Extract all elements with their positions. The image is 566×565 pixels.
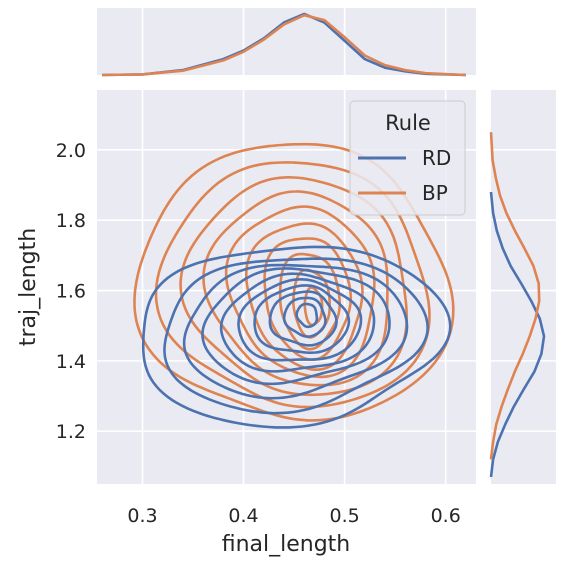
y-tick-label-3: 1.8: [56, 210, 86, 232]
rd-contour-3: [201, 267, 391, 386]
bp-contour-9: [303, 286, 324, 327]
rd-contour-9: [295, 302, 319, 329]
rd-contour-5: [237, 278, 363, 362]
axis-ticks: 0.3 0.4 0.5 0.6 1.2 1.4 1.6 1.8 2.0: [56, 140, 461, 527]
rd-contour-0: [141, 245, 452, 429]
rd-contour-8: [282, 296, 327, 338]
legend-title: Rule: [385, 111, 431, 135]
rd-contour-7: [268, 290, 338, 347]
top-marginal-panel: [97, 8, 476, 75]
rd-contour-6: [253, 284, 351, 355]
rd-y-marginal-curve: [489, 191, 546, 478]
x-tick-label-3: 0.6: [431, 505, 461, 527]
y-axis-label: traj_length: [16, 228, 41, 346]
rd-contour-2: [182, 263, 409, 400]
y-tick-label-4: 2.0: [56, 140, 86, 162]
marginal-kde-curves: [102, 12, 546, 478]
rd-contour-4: [219, 272, 376, 373]
legend-box: [349, 100, 466, 216]
bp-y-marginal-curve: [489, 132, 541, 460]
bp-x-marginal-curve: [102, 13, 466, 77]
x-tick-label-2: 0.5: [330, 505, 360, 527]
legend-label-rd: RD: [422, 146, 451, 170]
rd-contour-1: [163, 257, 429, 415]
x-axis-label: final_length: [222, 532, 351, 557]
legend-label-bp: BP: [422, 181, 448, 205]
y-tick-label-0: 1.2: [56, 421, 86, 443]
y-tick-label-2: 1.6: [56, 281, 86, 303]
bp-contour-5: [244, 222, 364, 371]
x-tick-label-0: 0.3: [127, 505, 157, 527]
x-tick-label-1: 0.4: [228, 505, 258, 527]
kde-contours: [133, 142, 455, 429]
y-tick-label-1: 1.4: [56, 351, 86, 373]
legend: Rule RD BP: [349, 100, 466, 216]
